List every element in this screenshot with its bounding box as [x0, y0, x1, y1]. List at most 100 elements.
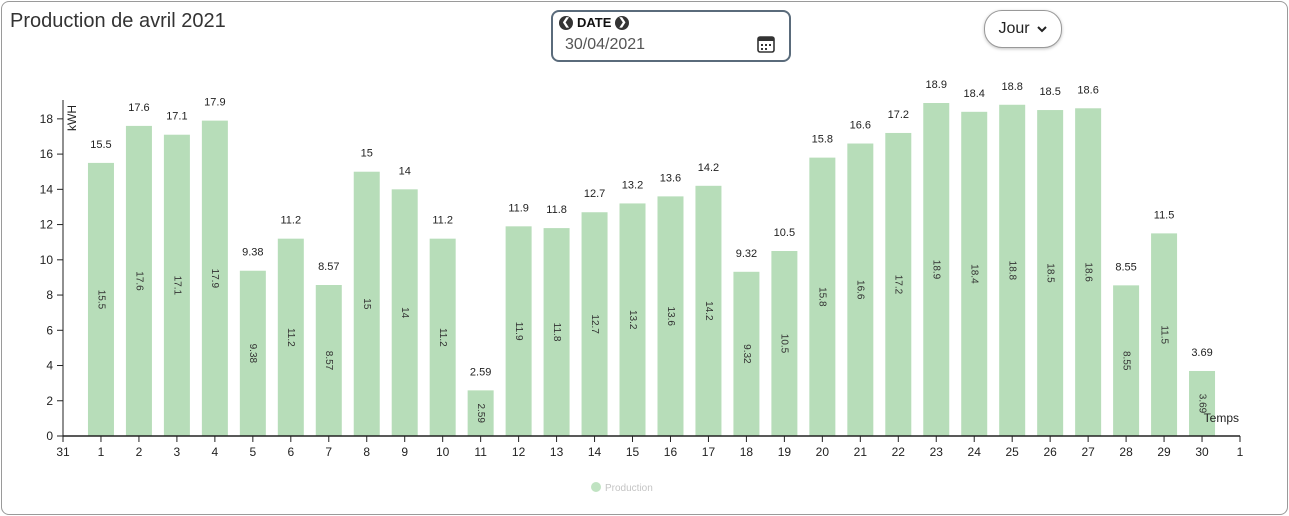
x-tick-label: 18: [740, 445, 754, 459]
bar: [429, 238, 456, 436]
bar: [999, 104, 1026, 436]
bar-inner-label: 14: [399, 307, 410, 319]
legend-marker: [591, 482, 601, 492]
bar: [391, 189, 418, 436]
x-tick-label: 19: [778, 445, 792, 459]
bar-value-label: 14.2: [698, 162, 719, 174]
previous-day-icon[interactable]: ❮: [559, 15, 573, 30]
bar-inner-label: 9.38: [247, 344, 258, 364]
bar-value-label: 18.6: [1077, 84, 1098, 96]
bar-value-label: 3.69: [1191, 347, 1212, 359]
x-tick-label: 27: [1081, 445, 1095, 459]
x-tick-label: 13: [550, 445, 564, 459]
x-tick-label: 20: [816, 445, 830, 459]
x-tick-label: 1: [1237, 445, 1244, 459]
bar-value-label: 10.5: [774, 227, 795, 239]
bar-value-label: 17.9: [204, 97, 225, 109]
bar-inner-label: 9.32: [741, 344, 752, 364]
bar-value-label: 8.55: [1115, 261, 1136, 273]
bar-value-label: 9.32: [736, 248, 757, 260]
legend-label: Production: [605, 483, 653, 494]
bar-value-label: 16.6: [850, 120, 871, 132]
bar: [733, 271, 760, 436]
bar-inner-label: 13.6: [665, 306, 676, 326]
bar-value-label: 11.8: [546, 204, 567, 216]
bar: [695, 185, 722, 436]
bar: [163, 134, 190, 436]
bar-value-label: 11.5: [1154, 209, 1175, 221]
x-tick-label: 9: [401, 445, 408, 459]
x-tick-label: 7: [325, 445, 332, 459]
bar-inner-label: 8.57: [323, 351, 334, 371]
y-tick-label: 8: [46, 288, 53, 302]
x-tick-label: 17: [702, 445, 716, 459]
bar: [543, 228, 570, 436]
chevron-down-icon: [1036, 26, 1047, 33]
x-tick-label: 11: [474, 445, 487, 459]
x-tick-label: 12: [512, 445, 526, 459]
bar: [315, 285, 342, 436]
bar: [125, 125, 152, 437]
bar-value-label: 2.59: [470, 366, 491, 378]
bar-inner-label: 17.9: [209, 269, 220, 289]
x-tick-label: 29: [1157, 445, 1171, 459]
bar: [923, 103, 950, 436]
bar: [1151, 233, 1178, 436]
bar-value-label: 15.8: [812, 134, 833, 146]
bar: [657, 196, 684, 436]
bar-value-label: 11.2: [432, 215, 453, 227]
bar-inner-label: 8.55: [1120, 351, 1131, 371]
x-tick-label: 4: [212, 445, 219, 459]
calendar-icon[interactable]: [756, 34, 776, 54]
bar: [353, 171, 380, 436]
x-tick-label: 6: [287, 445, 294, 459]
date-header: ❮ DATE ❯: [559, 15, 630, 30]
page-title: Production de avril 2021: [10, 10, 226, 32]
x-tick-label: 16: [664, 445, 678, 459]
x-tick-label: 30: [1195, 445, 1209, 459]
bar-inner-label: 18.8: [1007, 261, 1018, 281]
x-tick-label: 23: [930, 445, 944, 459]
x-tick-label: 25: [1006, 445, 1020, 459]
bar-value-label: 15.5: [90, 139, 111, 151]
x-tick-label: 10: [436, 445, 450, 459]
bar-value-label: 18.8: [1001, 81, 1022, 93]
bar: [885, 132, 912, 436]
bar-value-label: 11.9: [508, 202, 529, 214]
period-label: Jour: [998, 20, 1030, 37]
bar-inner-label: 16.6: [855, 280, 866, 300]
bar: [1037, 110, 1064, 437]
bar-inner-label: 17.2: [893, 275, 904, 295]
x-tick-label: 5: [249, 445, 256, 459]
x-tick-label: 31: [56, 445, 70, 459]
bar-inner-label: 11.5: [1158, 325, 1169, 344]
period-dropdown[interactable]: Jour: [984, 10, 1062, 48]
bar-value-label: 12.7: [584, 188, 605, 200]
bar-inner-label: 18.9: [931, 260, 942, 280]
y-tick-label: 0: [46, 429, 53, 443]
bar: [619, 203, 646, 436]
bar-value-label: 17.6: [128, 102, 149, 114]
y-tick-label: 4: [46, 359, 53, 373]
bar: [239, 270, 266, 436]
bar-value-label: 17.1: [166, 111, 187, 123]
bar: [581, 212, 608, 436]
date-label: DATE: [577, 15, 612, 30]
bar-inner-label: 18.5: [1045, 263, 1056, 283]
bar-inner-label: 2.59: [475, 403, 486, 423]
bar-inner-label: 11.2: [285, 328, 296, 347]
bar: [201, 120, 228, 436]
bar-inner-label: 13.2: [627, 310, 638, 330]
bar-inner-label: 11.9: [513, 322, 524, 341]
bar-inner-label: 11.8: [551, 323, 562, 342]
bar-inner-label: 17.6: [133, 271, 144, 291]
bar-value-label: 11.2: [281, 215, 302, 227]
bar-value-label: 18.5: [1039, 86, 1060, 98]
x-tick-label: 1: [98, 445, 105, 459]
next-day-icon[interactable]: ❯: [615, 15, 630, 30]
bar-value-label: 14: [399, 165, 411, 177]
x-tick-label: 8: [363, 445, 370, 459]
bar: [467, 390, 494, 436]
date-input[interactable]: [565, 35, 745, 55]
bar-inner-label: 15.8: [817, 287, 828, 307]
